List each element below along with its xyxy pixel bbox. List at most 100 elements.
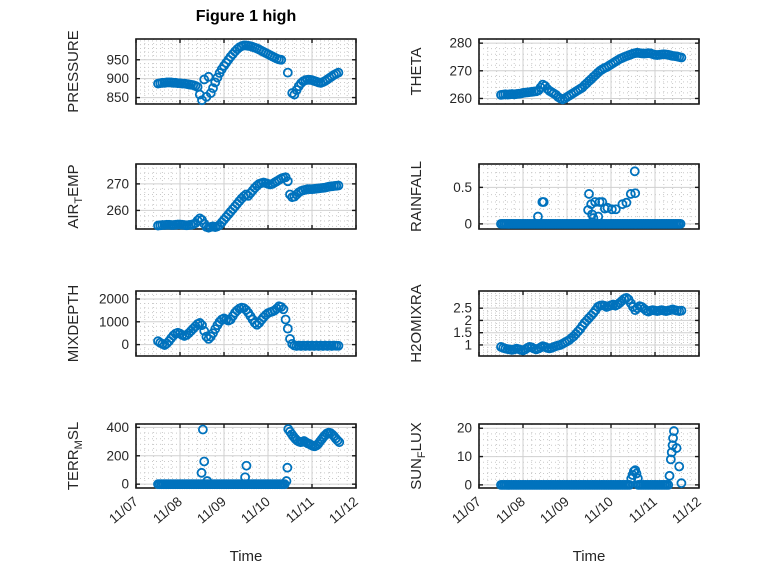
axes-frame: [135, 38, 357, 105]
data-marker: [664, 470, 675, 481]
data-series-sun-flux: [496, 426, 687, 490]
subplot-sun-flux: 0 10 20 SUNFLUX 11/07 11/08 11/09 11/10 11/11 11/…: [408, 421, 704, 527]
data-marker: [590, 197, 601, 207]
data-series-pressure: [153, 40, 344, 106]
xaxis-label-right: Time: [572, 548, 606, 565]
data-marker: [671, 443, 682, 453]
data-marker: [610, 204, 621, 215]
subplot-air-temp: 260 270 AIRTEMP: [65, 163, 357, 233]
x-tick-label: 11/10: [238, 494, 273, 527]
y-axis-label-mixdepth: MIXDEPTH: [65, 285, 82, 363]
data-marker: [282, 323, 293, 334]
data-series-terr-msl: [153, 424, 345, 490]
y-tick-label: 200: [106, 448, 129, 463]
y-axis-label-air-temp: AIRTEMP: [65, 164, 85, 228]
subplot-rainfall: 0 0.5 RAINFALL: [408, 161, 700, 232]
y-tick-label: 260: [106, 203, 129, 218]
data-marker: [533, 211, 543, 222]
y-axis-label-rainfall: RAINFALL: [408, 161, 425, 232]
data-marker: [333, 180, 344, 191]
subplot-theta: 260 270 280 THETA: [408, 36, 700, 106]
y-tick-label: 270: [106, 176, 129, 191]
axes-frame: [135, 163, 357, 230]
data-series-rainfall: [496, 166, 686, 229]
data-marker: [631, 468, 642, 479]
data-marker: [208, 83, 218, 94]
y-axis-label-h2omixra: H2OMIXRA: [408, 284, 425, 362]
y-axis-label-terr-msl: TERRMSL: [65, 422, 85, 490]
data-marker: [194, 318, 205, 328]
data-marker: [271, 303, 282, 314]
y-tick-label: 0: [121, 477, 129, 492]
data-marker: [241, 460, 252, 471]
data-marker: [334, 437, 345, 448]
y-tick-label: 400: [106, 420, 129, 435]
data-marker: [282, 462, 293, 473]
y-tick-label: 260: [449, 91, 472, 106]
data-marker: [333, 67, 344, 78]
data-marker: [632, 473, 643, 484]
data-marker: [281, 476, 292, 486]
y-tick-label: 270: [449, 63, 472, 78]
data-marker: [676, 305, 687, 316]
data-marker: [282, 176, 293, 187]
xaxis-label-left: Time: [229, 548, 263, 565]
y-tick-label: 0: [121, 337, 129, 352]
data-marker: [674, 461, 685, 472]
data-marker: [621, 197, 632, 208]
x-tick-label: 11/12: [669, 494, 704, 527]
subplot-mixdepth: 0 1000 2000 MIXDEPTH: [65, 285, 357, 363]
data-marker: [240, 472, 251, 483]
y-tick-label: 950: [106, 52, 129, 67]
y-tick-label: 10: [457, 449, 472, 464]
data-marker: [202, 476, 213, 486]
data-marker: [196, 467, 207, 478]
data-marker: [278, 304, 289, 315]
x-tick-label: 11/08: [150, 494, 185, 527]
data-marker: [606, 204, 617, 215]
data-marker: [584, 189, 594, 199]
y-tick-label: 2: [464, 313, 472, 328]
data-marker: [332, 435, 343, 446]
y-tick-label: 1: [464, 337, 472, 352]
x-tick-label: 11/12: [326, 494, 361, 527]
x-tick-label: 11/09: [194, 494, 229, 527]
data-marker: [197, 320, 207, 331]
subplot-pressure: 850 900 950 PRESSURE: [65, 30, 357, 113]
y-tick-label: 2.5: [453, 301, 472, 316]
data-marker: [632, 303, 643, 314]
data-marker: [676, 478, 687, 489]
data-marker: [280, 314, 291, 325]
y-tick-label: 850: [106, 90, 129, 105]
data-marker: [588, 213, 599, 223]
y-tick-label: 0: [464, 216, 472, 231]
data-marker: [538, 197, 549, 207]
data-marker: [628, 466, 639, 477]
axes-frame: [478, 163, 700, 230]
y-axis-label-pressure: PRESSURE: [65, 30, 82, 113]
x-tick-label: 11/10: [581, 494, 616, 527]
y-tick-label: 0: [464, 477, 472, 492]
data-marker: [199, 326, 210, 336]
axes-frame: [478, 290, 700, 357]
y-tick-label: 900: [106, 71, 129, 86]
data-marker: [630, 188, 641, 199]
y-tick-label: 2000: [99, 291, 129, 306]
data-marker: [199, 456, 210, 467]
data-marker: [285, 333, 295, 344]
data-marker: [282, 67, 293, 78]
data-marker: [675, 218, 686, 229]
data-marker: [663, 479, 674, 490]
data-marker: [276, 54, 287, 65]
y-tick-label: 0.5: [453, 180, 472, 195]
y-axis-label-theta: THETA: [408, 47, 425, 95]
x-tick-label: 11/11: [626, 494, 660, 526]
y-axis-label-sun-flux: SUNFLUX: [408, 422, 428, 490]
figure-title: Figure 1 high: [195, 8, 297, 25]
x-tick-label: 11/07: [106, 494, 141, 527]
data-marker: [676, 52, 687, 63]
subplot-h2omixra: 11.522.5 H2OMIXRA: [408, 284, 700, 363]
data-series-mixdepth: [153, 301, 344, 351]
